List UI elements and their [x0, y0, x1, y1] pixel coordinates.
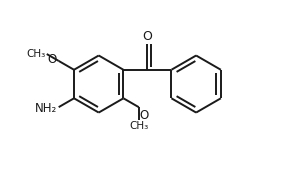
Text: O: O — [142, 30, 152, 43]
Text: O: O — [140, 109, 149, 122]
Text: CH₃: CH₃ — [27, 49, 46, 59]
Text: NH₂: NH₂ — [34, 102, 57, 115]
Text: O: O — [48, 53, 57, 66]
Text: CH₃: CH₃ — [129, 121, 148, 131]
